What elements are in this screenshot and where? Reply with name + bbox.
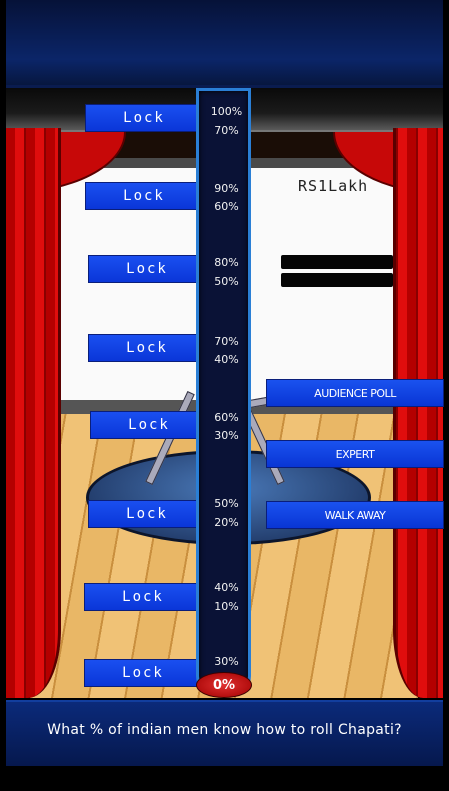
meter-label-10: 10% — [214, 600, 239, 613]
question-text: What % of indian men know how to roll Ch… — [47, 722, 402, 738]
walk-away-button[interactable]: WALK AWAY — [266, 501, 444, 529]
meter-label-20: 20% — [214, 516, 239, 529]
meter-label-70b: 70% — [214, 335, 239, 348]
lock-button-80[interactable]: Lock — [88, 255, 206, 283]
lock-button-100[interactable]: Lock — [85, 104, 203, 132]
meter-label-70: 70% — [214, 124, 239, 137]
lock-button-50[interactable]: Lock — [88, 500, 206, 528]
lock-button-30[interactable]: Lock — [84, 659, 202, 687]
meter-label-80: 80% — [214, 256, 239, 269]
meter-label-30b: 30% — [214, 655, 239, 668]
bottom-strip — [0, 766, 449, 791]
answer-bar-1 — [281, 255, 393, 269]
top-banner — [6, 0, 443, 88]
curtain-right — [393, 128, 443, 698]
meter-label-60: 60% — [214, 200, 239, 213]
audience-poll-button[interactable]: AUDIENCE POLL — [266, 379, 444, 407]
meter-label-100: 100% — [210, 105, 243, 118]
question-bar: What % of indian men know how to roll Ch… — [6, 700, 443, 766]
expert-button[interactable]: EXPERT — [266, 440, 444, 468]
meter-label-60b: 60% — [214, 411, 239, 424]
meter-label-40: 40% — [214, 353, 239, 366]
lock-button-40[interactable]: Lock — [84, 583, 202, 611]
meter-current-badge: 0% — [196, 672, 252, 698]
prize-amount: RS1Lakh — [298, 177, 369, 195]
percentage-meter: 100% 70% 90% 60% 80% 50% 70% 40% 60% 30%… — [196, 88, 251, 696]
curtain-left — [6, 128, 61, 698]
lock-button-90[interactable]: Lock — [85, 182, 203, 210]
meter-label-40b: 40% — [214, 581, 239, 594]
meter-label-90: 90% — [214, 182, 239, 195]
meter-label-50: 50% — [214, 275, 239, 288]
meter-label-50b: 50% — [214, 497, 239, 510]
meter-label-30: 30% — [214, 429, 239, 442]
lock-button-60[interactable]: Lock — [90, 411, 208, 439]
lock-button-70[interactable]: Lock — [88, 334, 206, 362]
answer-bar-2 — [281, 273, 393, 287]
